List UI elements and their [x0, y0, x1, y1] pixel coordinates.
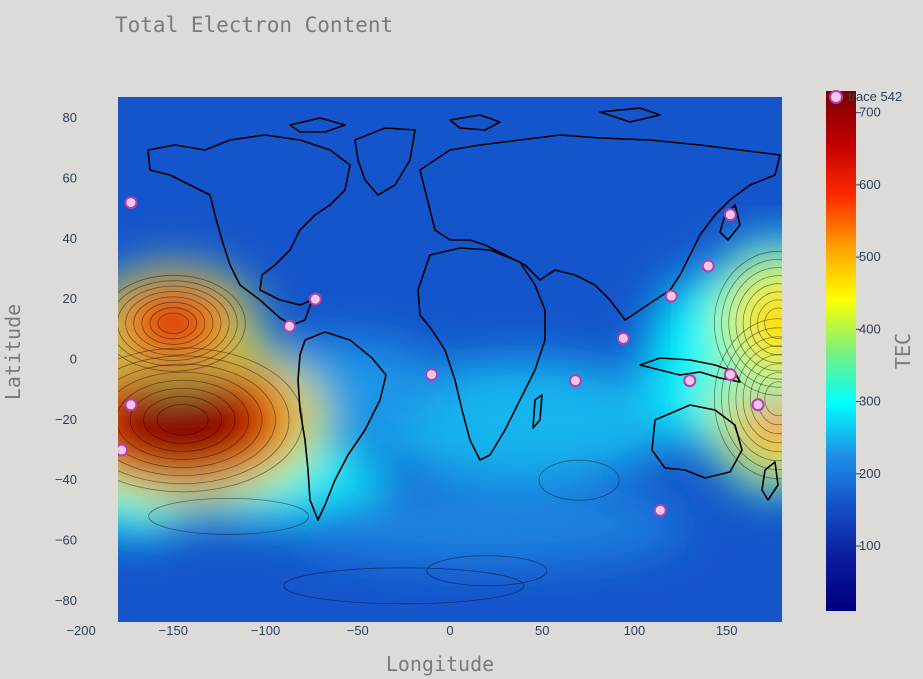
x-tick-label: −50: [347, 623, 369, 638]
x-tick-label: −100: [251, 623, 280, 638]
x-tick-label: −200: [66, 623, 95, 638]
y-tick-label: 80: [63, 110, 77, 125]
y-tick-label: −20: [55, 412, 77, 427]
x-axis-title: Longitude: [386, 652, 494, 676]
marker-point[interactable]: [618, 333, 629, 344]
heatmap-peak-1-3: [135, 298, 212, 349]
colorbar-tick-label: 400: [859, 321, 881, 336]
colorbar-ticks: 100 200 300 400 500 600 700: [856, 105, 881, 553]
colorbar-gradient: [826, 91, 856, 611]
y-tick-label: 0: [70, 352, 77, 367]
marker-point[interactable]: [284, 321, 295, 332]
x-axis-ticks: −200 −150 −100 −50 0 50 100 150: [66, 623, 737, 638]
colorbar-tick-label: 600: [859, 177, 881, 192]
x-tick-label: 0: [446, 623, 453, 638]
marker-point[interactable]: [725, 369, 736, 380]
marker-point[interactable]: [666, 291, 677, 302]
colorbar-tick-label: 500: [859, 249, 881, 264]
marker-point[interactable]: [125, 399, 136, 410]
marker-point[interactable]: [753, 399, 764, 410]
marker-point[interactable]: [703, 260, 714, 271]
colorbar-tick-label: 300: [859, 394, 881, 409]
y-tick-label: −40: [55, 472, 77, 487]
heatmap-peak-3-3: [744, 285, 812, 362]
x-tick-label: 100: [624, 623, 646, 638]
y-tick-label: 20: [63, 291, 77, 306]
x-tick-label: 150: [716, 623, 738, 638]
marker-point[interactable]: [426, 369, 437, 380]
x-tick-label: −150: [159, 623, 188, 638]
y-tick-label: −60: [55, 533, 77, 548]
chart-title: Total Electron Content: [115, 13, 393, 37]
heatmap-band-5: [287, 485, 687, 565]
legend-label: trace 542: [848, 89, 902, 104]
marker-point[interactable]: [310, 294, 321, 305]
marker-point[interactable]: [655, 505, 666, 516]
marker-point[interactable]: [116, 445, 127, 456]
colorbar: 100 200 300 400 500 600 700 TEC: [826, 91, 915, 611]
x-tick-label: 50: [535, 623, 549, 638]
colorbar-tick-label: 200: [859, 466, 881, 481]
plot-area: [40, 97, 854, 622]
y-tick-label: 60: [63, 170, 77, 185]
y-axis-ticks: −80 −60 −40 −20 0 20 40 60 80: [55, 110, 77, 608]
y-tick-label: −80: [55, 593, 77, 608]
colorbar-tick-label: 700: [859, 105, 881, 120]
y-tick-label: 40: [63, 231, 77, 246]
y-axis-title: Latitude: [1, 304, 25, 400]
marker-point[interactable]: [570, 375, 581, 386]
marker-point[interactable]: [725, 209, 736, 220]
marker-point[interactable]: [684, 375, 695, 386]
heatmap-peak-0-3: [119, 382, 247, 459]
colorbar-title: TEC: [891, 333, 915, 369]
colorbar-tick-label: 100: [859, 538, 881, 553]
marker-point[interactable]: [125, 197, 136, 208]
legend-marker: [830, 91, 842, 103]
